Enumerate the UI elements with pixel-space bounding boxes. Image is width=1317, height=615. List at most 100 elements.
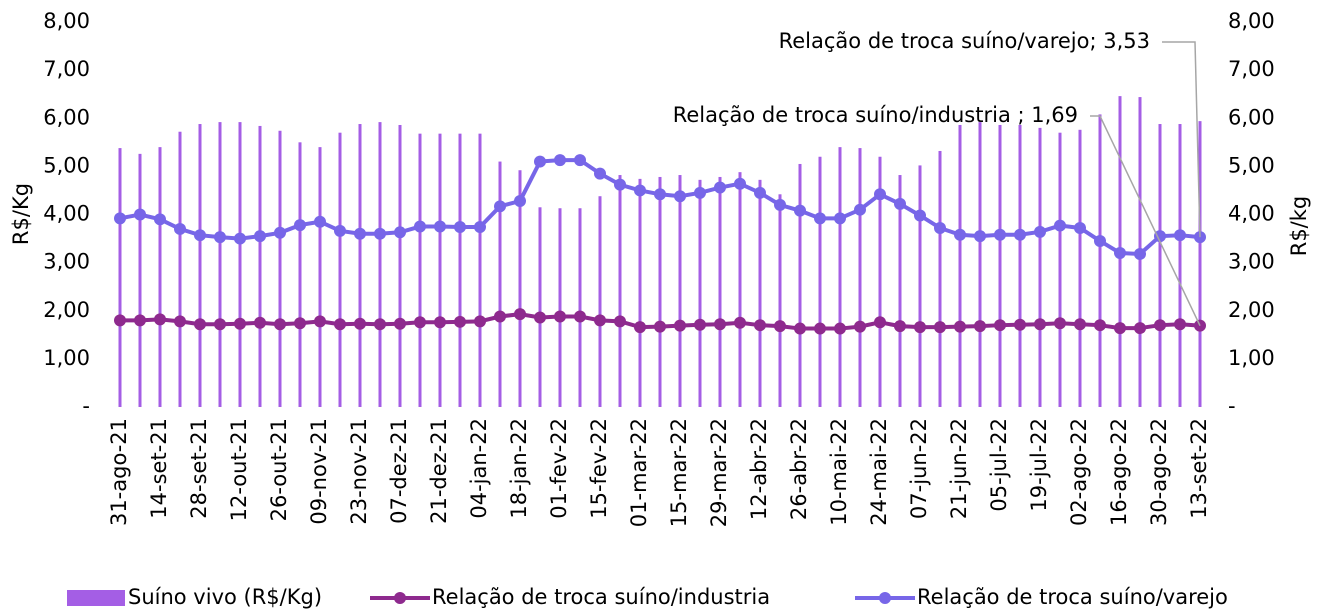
bar: [338, 132, 342, 407]
bar: [878, 156, 882, 407]
marker: [374, 227, 386, 240]
x-tick-label: 21-jun-22: [947, 418, 971, 519]
marker: [334, 318, 346, 331]
marker: [214, 231, 226, 244]
marker: [1054, 219, 1066, 232]
x-tick-label: 19-jul-22: [1027, 418, 1051, 512]
x-tick-label: 07-jun-22: [907, 418, 931, 519]
marker: [694, 318, 706, 331]
marker: [754, 186, 766, 199]
x-tick-label: 02-ago-22: [1067, 418, 1091, 526]
marker: [834, 212, 846, 225]
marker: [834, 322, 846, 335]
marker: [514, 308, 526, 321]
bar: [838, 147, 842, 407]
x-tick-label: 10-mai-22: [827, 418, 851, 526]
bar: [578, 208, 582, 407]
y-tick-label: 5,00: [43, 153, 90, 177]
marker: [1154, 230, 1166, 243]
marker: [1174, 229, 1186, 242]
marker: [1074, 221, 1086, 234]
x-tick-label: 01-fev-22: [547, 418, 571, 519]
bar: [238, 122, 242, 407]
bar: [438, 133, 442, 407]
marker: [1014, 318, 1026, 331]
marker: [894, 320, 906, 333]
marker: [434, 220, 446, 233]
y2-tick-label: 5,00: [1228, 153, 1275, 177]
marker: [294, 219, 306, 232]
x-tick-label: 28-set-21: [187, 418, 211, 519]
marker: [134, 208, 146, 221]
annotation: Relação de troca suíno/varejo; 3,53: [779, 29, 1150, 53]
marker: [774, 320, 786, 333]
marker: [354, 317, 366, 330]
bar: [818, 156, 822, 407]
bar: [1018, 124, 1022, 408]
marker: [734, 316, 746, 329]
marker: [394, 226, 406, 239]
marker: [1034, 225, 1046, 238]
marker: [554, 154, 566, 167]
x-tick-label: 31-ago-21: [107, 418, 131, 526]
bar: [218, 122, 222, 407]
marker: [634, 321, 646, 334]
x-tick-label: 24-mai-22: [867, 418, 891, 526]
marker: [974, 230, 986, 243]
marker: [974, 320, 986, 333]
marker: [494, 200, 506, 213]
bar: [1158, 124, 1162, 408]
marker: [534, 311, 546, 324]
bar: [178, 131, 182, 407]
bar: [958, 124, 962, 408]
bar: [478, 133, 482, 407]
bar: [498, 161, 502, 407]
bar: [998, 124, 1002, 408]
y2-tick-label: 8,00: [1228, 9, 1275, 33]
y2-tick-label: 3,00: [1228, 250, 1275, 274]
bar: [298, 142, 302, 407]
marker: [274, 226, 286, 239]
leader-line: [1162, 41, 1201, 238]
y2-tick-label: 7,00: [1228, 57, 1275, 81]
bar: [138, 153, 142, 407]
marker: [814, 212, 826, 225]
marker: [854, 320, 866, 333]
marker: [1034, 318, 1046, 331]
marker: [914, 321, 926, 334]
marker: [354, 227, 366, 240]
marker: [1094, 319, 1106, 332]
marker: [494, 310, 506, 323]
marker: [194, 229, 206, 242]
bar: [638, 178, 642, 407]
y-tick-label: 7,00: [43, 57, 90, 81]
marker: [674, 190, 686, 203]
marker: [714, 318, 726, 331]
x-tick-label: 04-jan-22: [467, 418, 491, 519]
marker: [1134, 322, 1146, 335]
marker: [134, 314, 146, 327]
x-tick-label: 29-mar-22: [707, 418, 731, 527]
y-tick-label: 3,00: [43, 250, 90, 274]
marker: [114, 314, 126, 327]
marker: [874, 188, 886, 201]
marker: [734, 177, 746, 190]
marker: [254, 316, 266, 329]
x-tick-label: 21-dez-21: [427, 418, 451, 524]
x-tick-label: 26-out-21: [267, 418, 291, 521]
legend-label: Relação de troca suíno/varejo: [917, 585, 1228, 609]
x-tick-label: 26-abr-22: [787, 418, 811, 520]
bar: [558, 208, 562, 407]
marker: [594, 167, 606, 180]
bar: [318, 147, 322, 407]
bar: [258, 125, 262, 407]
marker: [694, 186, 706, 199]
marker: [534, 155, 546, 168]
marker: [314, 315, 326, 328]
bar: [1178, 124, 1182, 408]
bar: [518, 170, 522, 407]
marker: [1054, 317, 1066, 330]
marker: [654, 188, 666, 201]
legend-swatch: [394, 592, 406, 604]
bar: [938, 150, 942, 407]
